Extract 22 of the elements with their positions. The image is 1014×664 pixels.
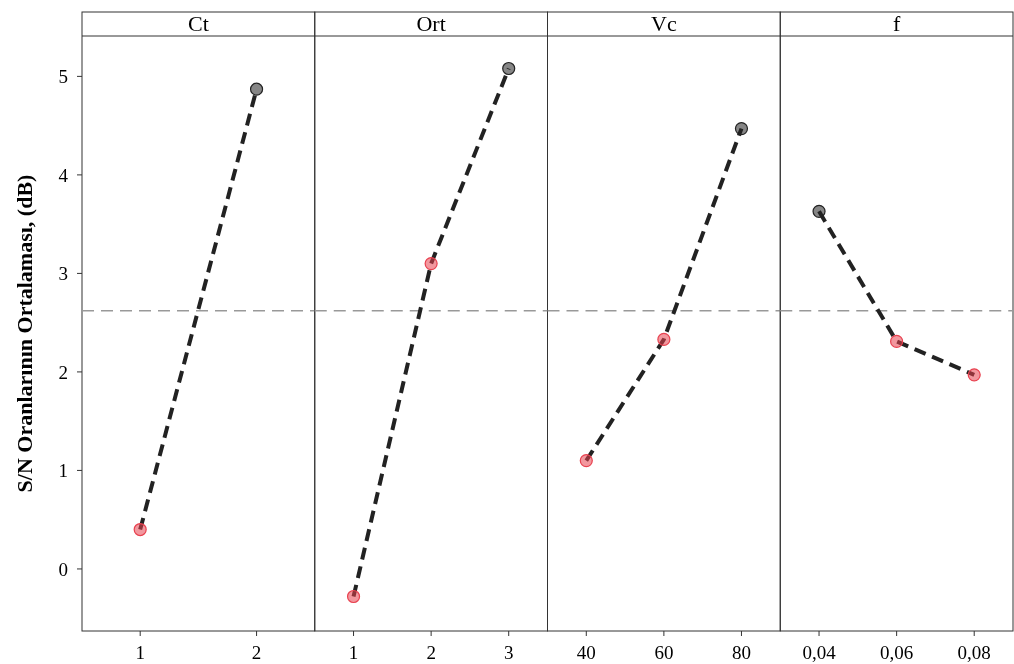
x-tick-label: 2 — [426, 642, 436, 663]
x-tick-label: 3 — [503, 642, 514, 663]
chart-title: Ct — [187, 11, 209, 36]
x-tick-label: 2 — [251, 642, 262, 663]
y-axis-title: S/N Oranlarının Ortalaması, (dB) — [12, 174, 37, 493]
chart-title: Vc — [651, 11, 677, 36]
y-tick-label: 2 — [58, 361, 68, 383]
x-tick-label: 40 — [576, 642, 596, 663]
y-tick-label: 4 — [58, 164, 69, 186]
chart-title: Ort — [416, 11, 446, 36]
x-tick-label: 80 — [731, 642, 751, 663]
y-tick-label: 3 — [58, 263, 68, 285]
chart-title: f — [892, 11, 901, 36]
x-tick-label: 1 — [135, 642, 145, 663]
y-tick-label: 5 — [58, 66, 68, 88]
y-tick-label: 1 — [58, 460, 68, 482]
x-tick-label: 1 — [348, 642, 359, 663]
x-tick-label: 0,04 — [802, 642, 837, 663]
x-tick-label: 60 — [654, 642, 674, 663]
x-tick-label: 0,06 — [880, 642, 914, 663]
x-tick-label: 0,08 — [957, 642, 991, 663]
y-tick-label: 0 — [58, 558, 68, 580]
